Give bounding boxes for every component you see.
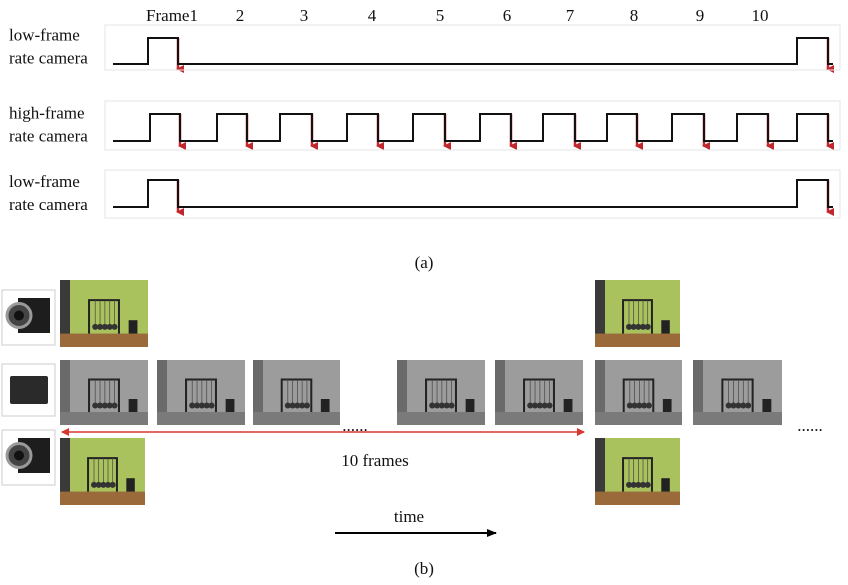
- photo-table: [60, 334, 148, 347]
- frame-label: 6: [503, 6, 512, 25]
- photo-table: [595, 492, 680, 505]
- object: [564, 399, 573, 412]
- frame-label: 7: [566, 6, 575, 25]
- photo: [495, 360, 583, 425]
- ball: [645, 324, 651, 330]
- object: [129, 320, 138, 333]
- object: [126, 478, 135, 491]
- object: [661, 478, 670, 491]
- frame-label: 5: [436, 6, 445, 25]
- photo-table: [693, 412, 782, 425]
- signal: [113, 38, 833, 64]
- frame-label: 9: [696, 6, 705, 25]
- ball: [112, 324, 118, 330]
- row-frame: [105, 101, 840, 150]
- photo-table: [157, 412, 245, 425]
- camera-image: [2, 364, 55, 416]
- object: [762, 399, 771, 412]
- camera-body: [10, 376, 48, 404]
- photo-table: [595, 412, 682, 425]
- frame-label: 8: [630, 6, 639, 25]
- frame-label: Frame1: [146, 6, 198, 25]
- row-frame: [105, 170, 840, 218]
- frame-label: 4: [368, 6, 377, 25]
- photo: [595, 438, 680, 505]
- photo: [397, 360, 485, 425]
- frame-label: 3: [300, 6, 309, 25]
- photo: [693, 360, 782, 425]
- object: [226, 399, 235, 412]
- photo-table: [60, 492, 145, 505]
- camera-lens-in: [14, 311, 24, 321]
- figure: rate camera low-frame rate camera high-fram…: [0, 0, 848, 585]
- frame-label: 2: [236, 6, 245, 25]
- time-label: time: [394, 507, 424, 526]
- span-label: 10 frames: [341, 451, 409, 470]
- photo: [595, 280, 680, 347]
- camera-image: [2, 430, 55, 485]
- object: [661, 320, 670, 333]
- ball: [110, 482, 116, 488]
- photo: [60, 438, 145, 505]
- frame-label: 10: [752, 6, 769, 25]
- object: [663, 399, 672, 412]
- photo-table: [595, 334, 680, 347]
- ball: [646, 403, 652, 409]
- object: [466, 399, 475, 412]
- camera-image: [2, 290, 55, 345]
- row-label: high-frame: [9, 103, 85, 122]
- row-label: low-frame: [9, 25, 80, 44]
- caption-b: (b): [414, 559, 434, 578]
- photo: [253, 360, 340, 425]
- ellipsis: ......: [342, 416, 368, 435]
- photo-table: [253, 412, 340, 425]
- camera-lens-in: [14, 451, 24, 461]
- caption-a: (a): [415, 253, 434, 272]
- ball: [209, 403, 215, 409]
- object: [129, 399, 138, 412]
- photo-table: [60, 412, 148, 425]
- photo: [595, 360, 682, 425]
- row-label: low-frame: [9, 172, 80, 191]
- ball: [304, 403, 310, 409]
- photo: [60, 280, 148, 347]
- row-label: rate camera: [9, 48, 88, 67]
- signal: [113, 180, 833, 207]
- ellipsis: ......: [797, 416, 823, 435]
- row-label: rate camera: [9, 126, 88, 145]
- signal: [113, 114, 833, 141]
- ball: [112, 403, 118, 409]
- photo-table: [397, 412, 485, 425]
- ball: [645, 482, 651, 488]
- photo: [157, 360, 245, 425]
- ball: [745, 403, 751, 409]
- object: [321, 399, 330, 412]
- row-label: rate camera: [9, 195, 88, 214]
- ball: [547, 403, 553, 409]
- photo-table: [495, 412, 583, 425]
- ball: [449, 403, 455, 409]
- photo: [60, 360, 148, 425]
